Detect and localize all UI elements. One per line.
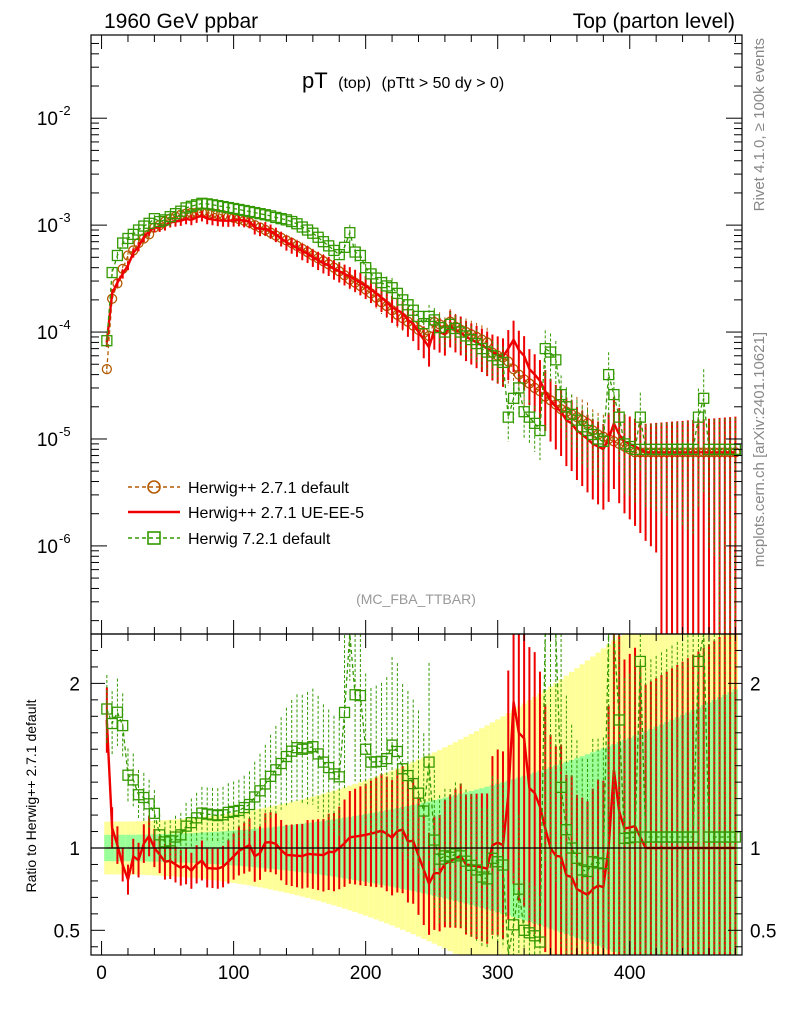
ratio-point-herwig7 [534,936,546,948]
ratio-point-herwig7 [481,873,493,885]
ratio-point-herwig7 [634,655,646,668]
legend-entry-herwig7: Herwig 7.2.1 default [128,531,331,548]
legend-label-herwig7: Herwig 7.2.1 default [188,531,331,548]
upper-y-tick-label: 10 [37,430,58,451]
data-point-herwig7 [106,266,118,279]
ratio-point-herwig7 [428,834,440,846]
ratio-point-herwig7 [513,883,525,895]
legend-label-herwig-default: Herwig++ 2.7.1 default [188,480,350,497]
x-tick-label: 100 [218,963,250,984]
series-line-herwig-default [106,211,736,453]
ratio-point-herwig7 [571,852,583,864]
ratio-point-herwig7 [117,719,129,732]
side-label-mcplots: mcplots.cern.ch [arXiv:2401.10621] [751,332,768,567]
lower-frame [90,633,743,956]
ratio-point-herwig7 [412,787,425,799]
ratio-plot-area [91,633,742,956]
x-tick-label: 200 [350,963,382,984]
lower-y-tick-label: 1 [69,839,80,860]
ratio-ylabel: Ratio to Herwig++ 2.7.1 default [23,699,39,892]
plot-title-sub1: (top) [338,75,371,92]
data-point-herwig7 [534,424,546,437]
upper-plot-area [101,197,742,634]
upper-y-tick-label: 10 [37,216,58,237]
ratio-point-herwig7 [148,807,161,819]
header-right-title: Top (parton level) [573,10,735,33]
plot-title-main: pT [302,68,328,93]
x-tick-label: 0 [96,963,107,984]
upper-y-tick-exponent: -5 [59,424,71,439]
data-point-herwig7 [634,411,646,423]
data-point-herwig7 [497,356,509,369]
upper-y-tick-label: 10 [37,323,58,344]
upper-y-tick-exponent: -2 [59,103,71,118]
ratio-point-herwig7 [423,756,435,768]
lower-y-tick-label-right: 0.5 [750,921,776,942]
upper-y-tick-exponent: -3 [59,210,71,225]
legend-entry-ueee5: Herwig++ 2.7.1 UE-EE-5 [128,505,364,522]
data-point-herwig7 [597,435,609,448]
lower-y-tick-label-right: 1 [750,839,761,860]
series-line-ueee5 [105,214,736,454]
data-point-herwig7 [550,354,562,366]
upper-y-tick-label: 10 [37,537,58,558]
x-tick-label: 400 [614,963,646,984]
upper-y-tick-exponent: -6 [59,531,71,546]
ratio-point-herwig7 [687,831,699,843]
ratio-point-herwig7 [127,774,139,786]
upper-y-tick-label: 10 [37,109,58,130]
legend-marker-herwig-default [147,480,161,494]
plot-title-sub2: (pTtt > 50 dy > 0) [382,75,505,92]
legend-marker-herwig7 [147,531,161,545]
data-point-herwig-default [101,363,112,375]
ratio-point-herwig7 [497,859,509,871]
data-point-herwig7 [111,249,124,262]
x-tick-label: 300 [482,963,514,984]
legend-label-ueee5: Herwig++ 2.7.1 UE-EE-5 [188,505,364,522]
ratio-line-herwig7 [106,633,736,956]
ratio-point-herwig7 [418,805,430,817]
data-point-herwig7 [698,392,710,404]
plot-title: pT (top) (pTtt > 50 dy > 0) [302,68,504,93]
lower-y-tick-label-right: 2 [750,674,761,695]
header-left-title: 1960 GeV ppbar [104,10,258,33]
data-point-herwig7 [613,411,625,423]
data-point-herwig7 [513,382,525,394]
data-point-herwig7 [101,335,113,347]
upper-y-tick-exponent: -4 [59,317,71,332]
legend-entry-herwig-default: Herwig++ 2.7.1 default [128,480,350,497]
ratio-point-herwig7 [338,706,351,719]
ratio-point-herwig7 [597,858,609,870]
ratio-point-herwig7 [111,706,124,718]
analysis-tag: (MC_FBA_TTBAR) [356,591,476,607]
data-point-herwig7 [354,249,367,262]
ratio-point-herwig7 [560,824,573,836]
data-point-herwig7 [344,227,356,239]
lower-y-tick-label: 2 [69,674,80,695]
legend: Herwig++ 2.7.1 default Herwig++ 2.7.1 UE… [128,480,364,548]
side-label-rivet: Rivet 4.1.0, ≥ 100k events [751,38,768,211]
lower-y-tick-label: 0.5 [54,921,80,942]
